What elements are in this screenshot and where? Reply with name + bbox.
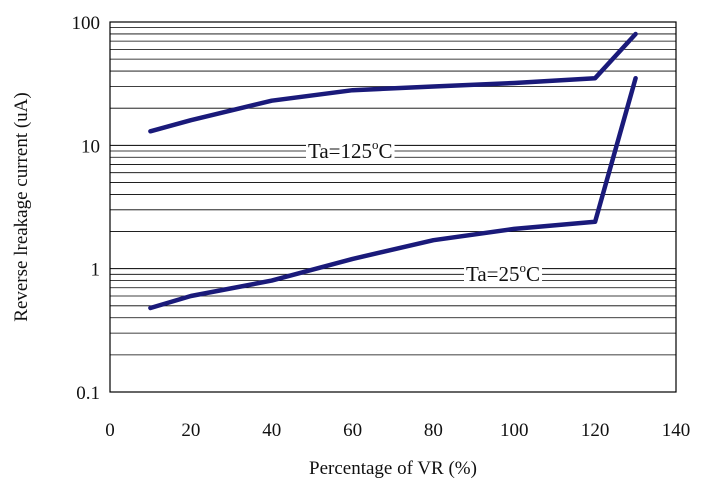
y-tick-label: 0.1 <box>76 383 100 404</box>
x-tick-label: 120 <box>581 420 610 441</box>
y-tick-label: 1 <box>91 260 101 281</box>
y-tick-label: 10 <box>81 136 100 157</box>
x-tick-label: 40 <box>262 420 281 441</box>
x-tick-label: 0 <box>105 420 115 441</box>
series-annotations: Ta=125oC Ta=25oC <box>306 137 543 286</box>
plot-area-frame <box>109 21 677 393</box>
series-line <box>148 31 638 134</box>
x-tick-label: 80 <box>424 420 443 441</box>
x-tick-label: 100 <box>500 420 529 441</box>
series-annotation: Ta=25oC <box>464 260 543 286</box>
x-axis-ticks: 0 20 40 60 80 100 120 140 <box>105 420 690 441</box>
y-axis-ticks: 0.1 1 10 100 <box>72 13 101 404</box>
x-axis-label: Percentage of VR (%) <box>309 458 477 479</box>
x-tick-label: 20 <box>181 420 200 441</box>
annotation-background <box>306 137 395 163</box>
series-line <box>148 75 638 311</box>
annotation-background <box>464 260 543 286</box>
x-tick-label: 140 <box>662 420 691 441</box>
annotation-label: Ta=25oC <box>466 260 540 286</box>
y-tick-label: 100 <box>72 13 101 34</box>
series-annotation: Ta=125oC <box>306 137 395 163</box>
data-series <box>148 31 638 311</box>
y-axis-label: Reverse lreakage current (uA) <box>11 92 32 321</box>
x-tick-label: 60 <box>343 420 362 441</box>
annotation-label: Ta=125oC <box>308 137 393 163</box>
